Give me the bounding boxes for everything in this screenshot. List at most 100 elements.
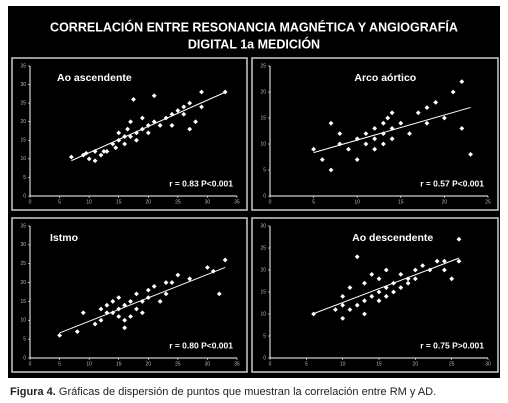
data-point [354,157,360,162]
y-tick-label: 15 [20,299,26,305]
panel-frame [251,57,499,211]
data-point [101,149,107,154]
x-tick-label: 0 [269,361,272,367]
data-point [145,130,151,136]
data-point [104,310,110,316]
data-point [380,141,386,147]
data-point [459,79,465,84]
y-tick-label: 20 [260,267,266,273]
data-point [116,130,122,136]
data-point [337,141,343,147]
x-tick-label: 0 [29,361,32,367]
y-tick-label: 35 [20,223,26,229]
data-point [216,291,222,297]
data-point [398,120,404,126]
data-point [131,97,136,102]
figure-title: CORRELACIÓN ENTRE RESONANCIA MAGNÉTICA Y… [50,19,458,34]
x-tick-label: 10 [86,199,92,205]
data-point [187,100,193,106]
data-point [442,267,447,273]
data-point [122,141,128,147]
data-point [383,285,389,290]
data-point [210,268,216,274]
data-point [456,236,462,242]
data-point [456,258,462,264]
data-point [145,287,151,293]
data-point [92,158,98,164]
x-tick-label: 20 [442,199,448,205]
x-tick-label: 5 [312,199,315,205]
y-tick-label: 30 [20,242,26,248]
x-tick-label: 15 [376,361,382,367]
data-point [122,134,128,139]
stat-annotation: r = 0.75 P>0.001 [420,340,484,350]
data-point [98,152,104,158]
data-point [380,131,386,136]
data-point [434,258,440,264]
data-point [412,276,418,282]
data-point [187,276,193,282]
data-point [372,126,378,131]
x-tick-label: 35 [234,199,240,205]
data-point [122,302,128,308]
panel-title: Ao ascendente [57,72,132,84]
caption: Figura 4. Gráficas de dispersión de punt… [10,386,436,398]
data-point [398,272,404,277]
data-point [157,299,163,304]
data-point [92,321,98,327]
caption-text: Gráficas de dispersión de puntos que mue… [59,386,436,398]
data-point [139,115,145,121]
data-point [333,307,338,312]
data-point [98,306,104,312]
x-tick-label: 15 [398,199,404,205]
data-point [122,325,128,331]
data-point [311,146,316,152]
data-point [163,280,169,285]
data-point [412,267,418,273]
y-tick-label: 5 [263,333,266,339]
data-point [128,134,133,139]
data-point [151,93,157,99]
y-tick-label: 25 [20,100,26,106]
data-point [354,254,360,260]
data-point [391,280,396,286]
x-tick-label: 20 [146,199,152,205]
x-tick-label: 25 [175,361,181,367]
data-point [175,108,181,113]
data-point [405,276,411,282]
data-point [340,294,346,299]
data-point [163,291,169,297]
y-tick-label: 0 [23,193,26,199]
data-point [354,302,360,308]
x-tick-label: 15 [116,199,122,205]
data-point [104,302,110,308]
data-point [116,314,122,319]
data-point [80,310,86,316]
data-point [187,126,193,132]
data-point [363,131,369,136]
data-point [122,317,128,323]
stat-annotation: r = 0.80 P<0.001 [169,340,233,350]
y-tick-label: 15 [20,138,26,144]
data-point [57,332,62,338]
y-tick-label: 10 [260,311,266,317]
data-point [83,150,89,156]
data-point [199,104,204,110]
x-tick-label: 10 [354,199,360,205]
data-point [376,289,382,295]
y-tick-label: 5 [23,336,26,342]
data-point [362,311,367,317]
data-point [346,146,351,152]
data-point [86,156,92,162]
y-tick-label: 35 [20,63,26,69]
data-point [134,130,139,136]
data-point [340,302,346,308]
data-point [407,131,412,136]
data-point [328,167,334,173]
data-point [169,111,175,117]
data-point [128,119,133,125]
x-tick-label: 35 [234,361,240,367]
x-tick-label: 20 [146,361,152,367]
panel-frame [251,217,499,373]
data-point [362,280,367,286]
